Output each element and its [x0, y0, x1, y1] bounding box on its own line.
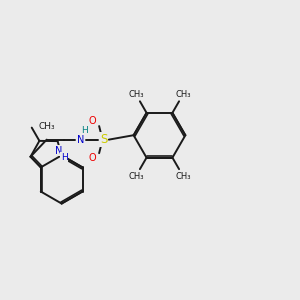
- Text: CH₃: CH₃: [128, 90, 143, 99]
- Text: O: O: [89, 153, 97, 163]
- Text: H: H: [61, 153, 68, 162]
- Text: CH₃: CH₃: [176, 90, 191, 99]
- Text: O: O: [89, 116, 97, 126]
- Text: CH₃: CH₃: [176, 172, 191, 181]
- Text: H: H: [82, 126, 88, 135]
- Text: CH₃: CH₃: [38, 122, 55, 130]
- Text: N: N: [77, 135, 84, 145]
- Text: S: S: [100, 133, 107, 146]
- Text: N: N: [55, 146, 63, 155]
- Text: CH₃: CH₃: [128, 172, 143, 181]
